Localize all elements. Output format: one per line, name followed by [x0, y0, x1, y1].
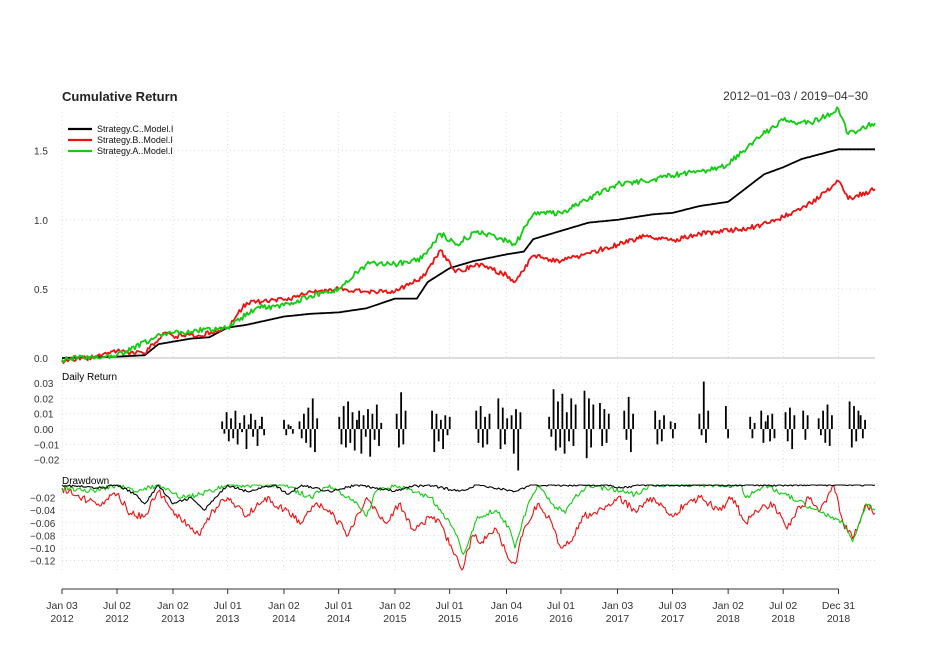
x-tick-year: 2015	[438, 613, 462, 625]
x-tick-label: Jan 02	[268, 600, 300, 612]
y-tick-label: 0.03	[34, 379, 54, 390]
x-tick-label: Jul 01	[436, 600, 464, 612]
y-tick-label: −0.10	[30, 544, 56, 555]
x-tick-label: Jul 02	[103, 600, 131, 612]
y-tick-label: 0.01	[34, 410, 54, 421]
chart-title: Cumulative Return	[62, 89, 178, 104]
panel-title-daily-return: Daily Return	[62, 372, 117, 383]
x-tick-year: 2017	[606, 613, 630, 625]
legend-label: Strategy.A..Model.I	[97, 146, 173, 156]
y-tick-label: 0.00	[34, 425, 54, 436]
x-tick-label: Dec 31	[822, 600, 855, 612]
y-tick-label: −0.12	[30, 557, 56, 568]
x-tick-year: 2016	[549, 613, 573, 625]
x-tick-year: 2015	[383, 613, 407, 625]
y-tick-label: −0.01	[34, 440, 60, 451]
x-tick-label: Jul 01	[547, 600, 575, 612]
x-tick-label: Jul 01	[214, 600, 242, 612]
x-tick-label: Jan 04	[491, 600, 523, 612]
x-tick-year: 2012	[105, 613, 129, 625]
x-tick-label: Jan 03	[46, 600, 78, 612]
y-tick-label: 0.02	[34, 394, 54, 405]
panel-title-drawdown: Drawdown	[62, 476, 109, 487]
drawdown-strategy-b-model-i	[61, 484, 876, 571]
legend-label: Strategy.B..Model.I	[97, 135, 173, 145]
cumulative-return-panel: 0.0 0.5 1.0 1.5	[34, 106, 876, 365]
y-tick-label: −0.04	[30, 506, 56, 517]
line-strategy-b-model-i	[61, 179, 876, 364]
x-tick-label: Jan 02	[379, 600, 411, 612]
legend-label: Strategy.C..Model.I	[97, 124, 173, 134]
x-tick-year: 2018	[772, 613, 796, 625]
x-tick-year: 2014	[272, 613, 296, 625]
y-tick-label: −0.02	[34, 456, 60, 467]
daily-return-panel: Daily Return −0.02 −0.01 0.00 0.01 0.02 0.03	[34, 372, 866, 471]
y-tick-label: −0.06	[30, 519, 56, 530]
drawdown-panel: Drawdown −0.12 −0.10 −0.08−0.06 −0.04−0.02	[30, 476, 876, 571]
drawdown-strategy-c-model-i	[61, 484, 876, 511]
line-strategy-c-model-i	[62, 148, 875, 359]
x-tick-year: 2012	[50, 613, 74, 625]
y-tick-label: 0.0	[34, 354, 48, 365]
x-tick-year: 2013	[216, 613, 240, 625]
x-tick-year: 2013	[161, 613, 185, 625]
x-tick-year: 2014	[327, 613, 351, 625]
x-tick-label: Jan 03	[602, 600, 634, 612]
x-tick-label: Jul 01	[325, 600, 353, 612]
y-tick-label: −0.02	[30, 494, 56, 505]
y-tick-label: 1.0	[34, 216, 48, 227]
x-tick-year: 2016	[495, 613, 519, 625]
date-range: 2012−01−03 / 2019−04−30	[723, 89, 868, 103]
x-tick-label: Jan 02	[157, 600, 189, 612]
line-strategy-a-model-i	[61, 106, 876, 363]
y-tick-label: 1.5	[34, 147, 48, 158]
y-tick-label: 0.5	[34, 285, 48, 296]
x-tick-label: Jul 03	[658, 600, 686, 612]
legend: Strategy.C..Model.IStrategy.B..Model.ISt…	[68, 124, 173, 156]
x-tick-label: Jan 02	[712, 600, 744, 612]
gridlines	[61, 112, 875, 570]
x-tick-year: 2017	[661, 613, 685, 625]
x-tick-label: Jul 02	[769, 600, 797, 612]
x-tick-year: 2018	[827, 613, 851, 625]
y-tick-label: −0.08	[30, 531, 56, 542]
x-tick-year: 2018	[716, 613, 740, 625]
